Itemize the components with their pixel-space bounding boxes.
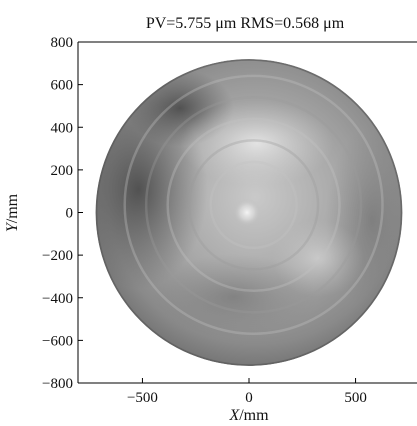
y-axis-unit: /mm: [4, 193, 21, 223]
chart-title: PV=5.755 μm RMS=0.568 μm: [146, 15, 345, 32]
x-axis-unit: /mm: [239, 407, 269, 424]
y-tick-label: −400: [42, 291, 73, 307]
y-tick-label: −600: [42, 333, 73, 349]
y-tick-label: 0: [66, 206, 74, 222]
center-bright-spot: [233, 199, 261, 227]
y-tick-label: 800: [51, 35, 74, 51]
wavefront-aperture: [69, 59, 417, 366]
y-tick-label: 600: [51, 78, 74, 94]
x-tick-label: 0: [245, 390, 253, 406]
x-tick-label: 500: [344, 390, 367, 406]
y-tick-label: 200: [51, 163, 74, 179]
y-tick-label: −200: [42, 248, 73, 264]
y-tick-label: 400: [51, 120, 74, 136]
y-tick-label: −800: [42, 376, 73, 392]
x-tick-label: −500: [127, 390, 158, 406]
x-axis-label: X/mm: [228, 407, 269, 424]
y-axis-label: Y/mm: [4, 193, 21, 232]
